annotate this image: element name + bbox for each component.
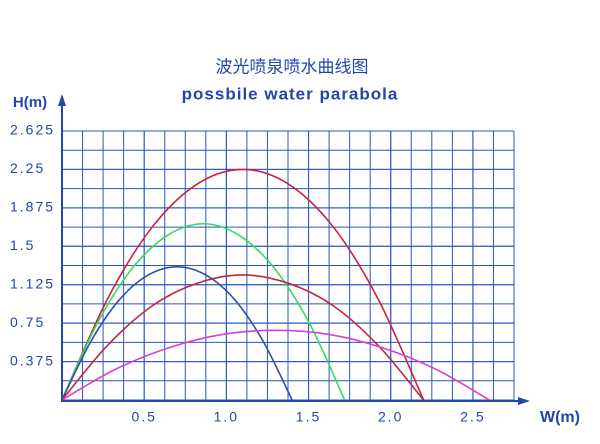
y-tick-label: 0.75 <box>10 314 45 330</box>
chart-title: 波光喷泉喷水曲线图 <box>216 57 369 76</box>
y-tick-label: 1.125 <box>10 275 55 291</box>
x-tick-label: 2.0 <box>378 409 403 425</box>
grid <box>61 130 515 401</box>
x-tick-label: 2.5 <box>460 409 485 425</box>
x-tick-label: 1.0 <box>214 409 239 425</box>
x-arrow <box>518 397 530 405</box>
plot <box>61 168 490 401</box>
curve <box>61 274 425 401</box>
chart-subtitle: possbile water parabola <box>182 84 399 103</box>
curve <box>61 329 490 401</box>
y-tick-label: 2.625 <box>10 122 55 138</box>
y-tick-label: 0.375 <box>10 352 55 368</box>
curve <box>61 222 346 401</box>
y-arrow <box>58 94 66 106</box>
x-tick-label: 0.5 <box>131 409 156 425</box>
y-axis-label: H(m) <box>13 94 47 111</box>
curve <box>61 168 425 401</box>
y-tick-label: 1.5 <box>10 237 35 253</box>
y-tick-label: 1.875 <box>10 199 55 215</box>
x-axis-label: W(m) <box>540 409 580 426</box>
y-tick-label: 2.25 <box>10 160 45 176</box>
x-tick-label: 1.5 <box>296 409 321 425</box>
